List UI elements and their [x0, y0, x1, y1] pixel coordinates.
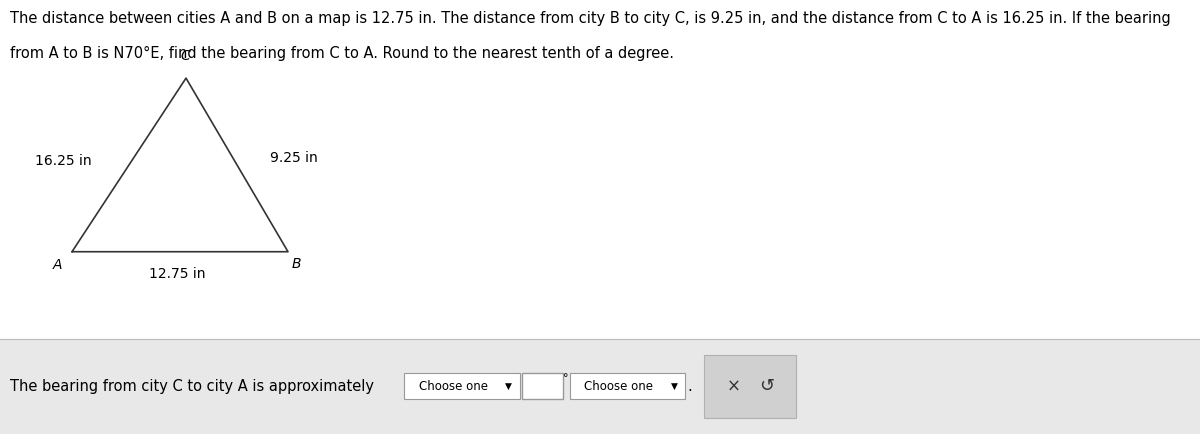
Text: °: ° [563, 373, 569, 384]
Text: ×: × [726, 377, 740, 395]
Text: 16.25 in: 16.25 in [35, 154, 91, 168]
Text: The bearing from city C to city A is approximately: The bearing from city C to city A is app… [10, 379, 373, 394]
FancyBboxPatch shape [570, 373, 685, 399]
FancyBboxPatch shape [404, 373, 520, 399]
Text: B: B [292, 257, 301, 271]
Text: Choose one: Choose one [419, 380, 488, 393]
Text: 9.25 in: 9.25 in [270, 151, 318, 165]
Text: C: C [180, 49, 190, 63]
Text: ▼: ▼ [671, 382, 678, 391]
Text: from A to B is N70°E, find the bearing from C to A. Round to the nearest tenth o: from A to B is N70°E, find the bearing f… [10, 46, 673, 61]
Text: The distance between cities A and B on a map is 12.75 in. The distance from city: The distance between cities A and B on a… [10, 11, 1170, 26]
FancyBboxPatch shape [522, 373, 563, 399]
Text: .: . [688, 379, 692, 394]
Text: A: A [53, 258, 62, 272]
FancyBboxPatch shape [704, 355, 796, 418]
Text: 12.75 in: 12.75 in [149, 267, 206, 281]
Text: ↺: ↺ [760, 377, 774, 395]
Text: Choose one: Choose one [584, 380, 654, 393]
FancyBboxPatch shape [0, 339, 1200, 434]
Text: ▼: ▼ [505, 382, 512, 391]
